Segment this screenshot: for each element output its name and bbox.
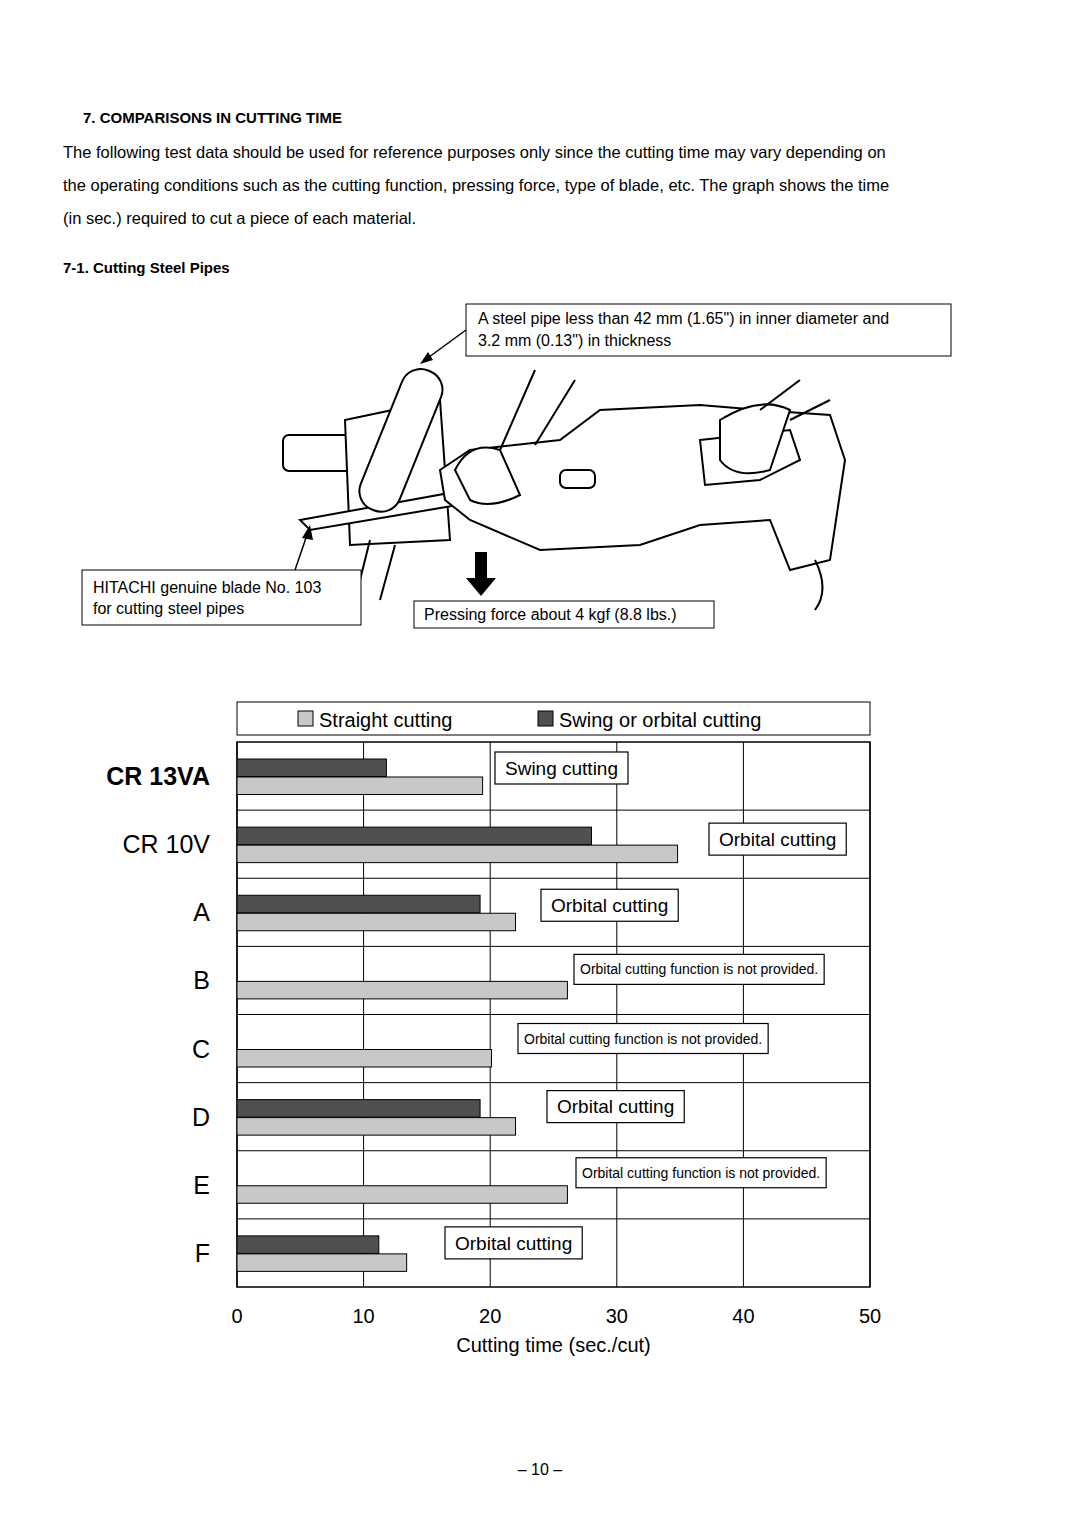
- section-title: 7-1. Cutting Steel Pipes: [63, 259, 230, 276]
- category-label: D: [192, 1103, 210, 1131]
- annotation-box: [445, 1227, 582, 1259]
- bar: [237, 777, 483, 795]
- tick-label: 0: [231, 1305, 242, 1327]
- annotation-text: Swing cutting: [505, 758, 618, 779]
- annotation-box: [547, 1091, 684, 1123]
- plot-frame: [237, 742, 870, 1287]
- annotation-box: [574, 954, 824, 984]
- rear-hand: [720, 404, 790, 473]
- legend: Straight cutting Swing or orbital cutting: [237, 702, 870, 735]
- tick-label: 20: [479, 1305, 501, 1327]
- vise-handle: [283, 435, 353, 471]
- bars: [237, 759, 678, 1271]
- annotation-box: [518, 1024, 768, 1054]
- annotation-text: Orbital cutting: [557, 1096, 674, 1117]
- intro-line: (in sec.) required to cut a piece of eac…: [63, 209, 416, 227]
- annotation-box: [495, 752, 628, 784]
- category-label: A: [193, 898, 210, 926]
- bar: [237, 913, 516, 931]
- legend-swatch: [538, 711, 553, 726]
- heading: 7. COMPARISONS IN CUTTING TIME: [83, 109, 342, 126]
- row-line: [237, 1014, 870, 1015]
- bar: [237, 1254, 407, 1272]
- bar: [237, 1236, 379, 1254]
- callout-text: 3.2 mm (0.13") in thickness: [478, 332, 671, 349]
- page: 7. COMPARISONS IN CUTTING TIME The follow…: [0, 0, 1080, 1528]
- callouts: A steel pipe less than 42 mm (1.65") in …: [82, 304, 951, 628]
- callout-box: [414, 601, 714, 628]
- annotation: Orbital cutting: [709, 823, 846, 855]
- legend-label: Straight cutting: [319, 709, 452, 731]
- page-number: – 10 –: [518, 1461, 563, 1478]
- category-label: CR 13VA: [106, 762, 210, 790]
- arrowhead: [420, 352, 433, 364]
- callout-box: [466, 304, 951, 356]
- annotation: Orbital cutting function is not provided…: [518, 1024, 768, 1054]
- illustration: [283, 363, 845, 610]
- category-label: E: [193, 1171, 210, 1199]
- bar: [237, 759, 386, 777]
- row-line: [237, 1150, 870, 1151]
- legend-swatch: [298, 711, 313, 726]
- front-hand: [455, 448, 520, 505]
- callout-text: HITACHI genuine blade No. 103: [93, 579, 321, 596]
- category-label: B: [193, 966, 210, 994]
- arm: [760, 380, 830, 420]
- bar: [237, 827, 591, 845]
- callout-text: A steel pipe less than 42 mm (1.65") in …: [478, 310, 889, 327]
- callout-text: for cutting steel pipes: [93, 600, 244, 617]
- annotation: Orbital cutting: [547, 1091, 684, 1123]
- annotation-box: [576, 1158, 826, 1188]
- bar: [237, 1186, 567, 1204]
- annotation-text: Orbital cutting function is not provided…: [524, 1031, 762, 1047]
- row-line: [237, 946, 870, 947]
- category-label: C: [192, 1035, 210, 1063]
- bar: [237, 981, 567, 999]
- switch: [560, 470, 595, 488]
- bar: [237, 895, 480, 913]
- annotation-box: [709, 823, 846, 855]
- category-label: F: [195, 1239, 210, 1267]
- bar: [237, 1100, 480, 1118]
- saw-body: [440, 405, 845, 570]
- annotation-text: Orbital cutting function is not provided…: [582, 1165, 820, 1181]
- bar: [237, 1118, 516, 1136]
- annotation-text: Orbital cutting: [719, 829, 836, 850]
- arrowhead: [302, 525, 313, 540]
- leader: [425, 330, 466, 360]
- annotation-text: Orbital cutting function is not provided…: [580, 961, 818, 977]
- legend-frame: [237, 702, 870, 735]
- annotation-box: [541, 889, 678, 921]
- annotation-text: Orbital cutting: [455, 1233, 572, 1254]
- tick-label: 40: [732, 1305, 754, 1327]
- bar: [237, 1050, 491, 1068]
- pipe: [353, 363, 448, 518]
- force-arrow: [466, 552, 496, 596]
- tick-label: 30: [606, 1305, 628, 1327]
- annotation-text: Orbital cutting: [551, 895, 668, 916]
- callout-box: [82, 570, 361, 625]
- chart: Straight cutting Swing or orbital cutting…: [106, 702, 881, 1356]
- annotation: Orbital cutting function is not provided…: [576, 1158, 826, 1188]
- category-label: CR 10V: [122, 830, 210, 858]
- legend-label: Swing or orbital cutting: [559, 709, 761, 731]
- cord: [815, 560, 823, 610]
- intro-line: the operating conditions such as the cut…: [63, 176, 889, 194]
- annotation: Orbital cutting: [445, 1227, 582, 1259]
- row-line: [237, 810, 870, 811]
- intro-line: The following test data should be used f…: [63, 143, 886, 161]
- bar: [237, 845, 678, 863]
- annotation: Swing cutting: [495, 752, 628, 784]
- axis-title: Cutting time (sec./cut): [456, 1334, 651, 1356]
- annotation: Orbital cutting: [541, 889, 678, 921]
- row-line: [237, 878, 870, 879]
- callout-text: Pressing force about 4 kgf (8.8 lbs.): [424, 606, 677, 623]
- tick-label: 50: [859, 1305, 881, 1327]
- arm: [500, 370, 575, 450]
- annotation: Orbital cutting function is not provided…: [574, 954, 824, 984]
- tick-label: 10: [352, 1305, 374, 1327]
- row-line: [237, 1218, 870, 1219]
- row-line: [237, 1082, 870, 1083]
